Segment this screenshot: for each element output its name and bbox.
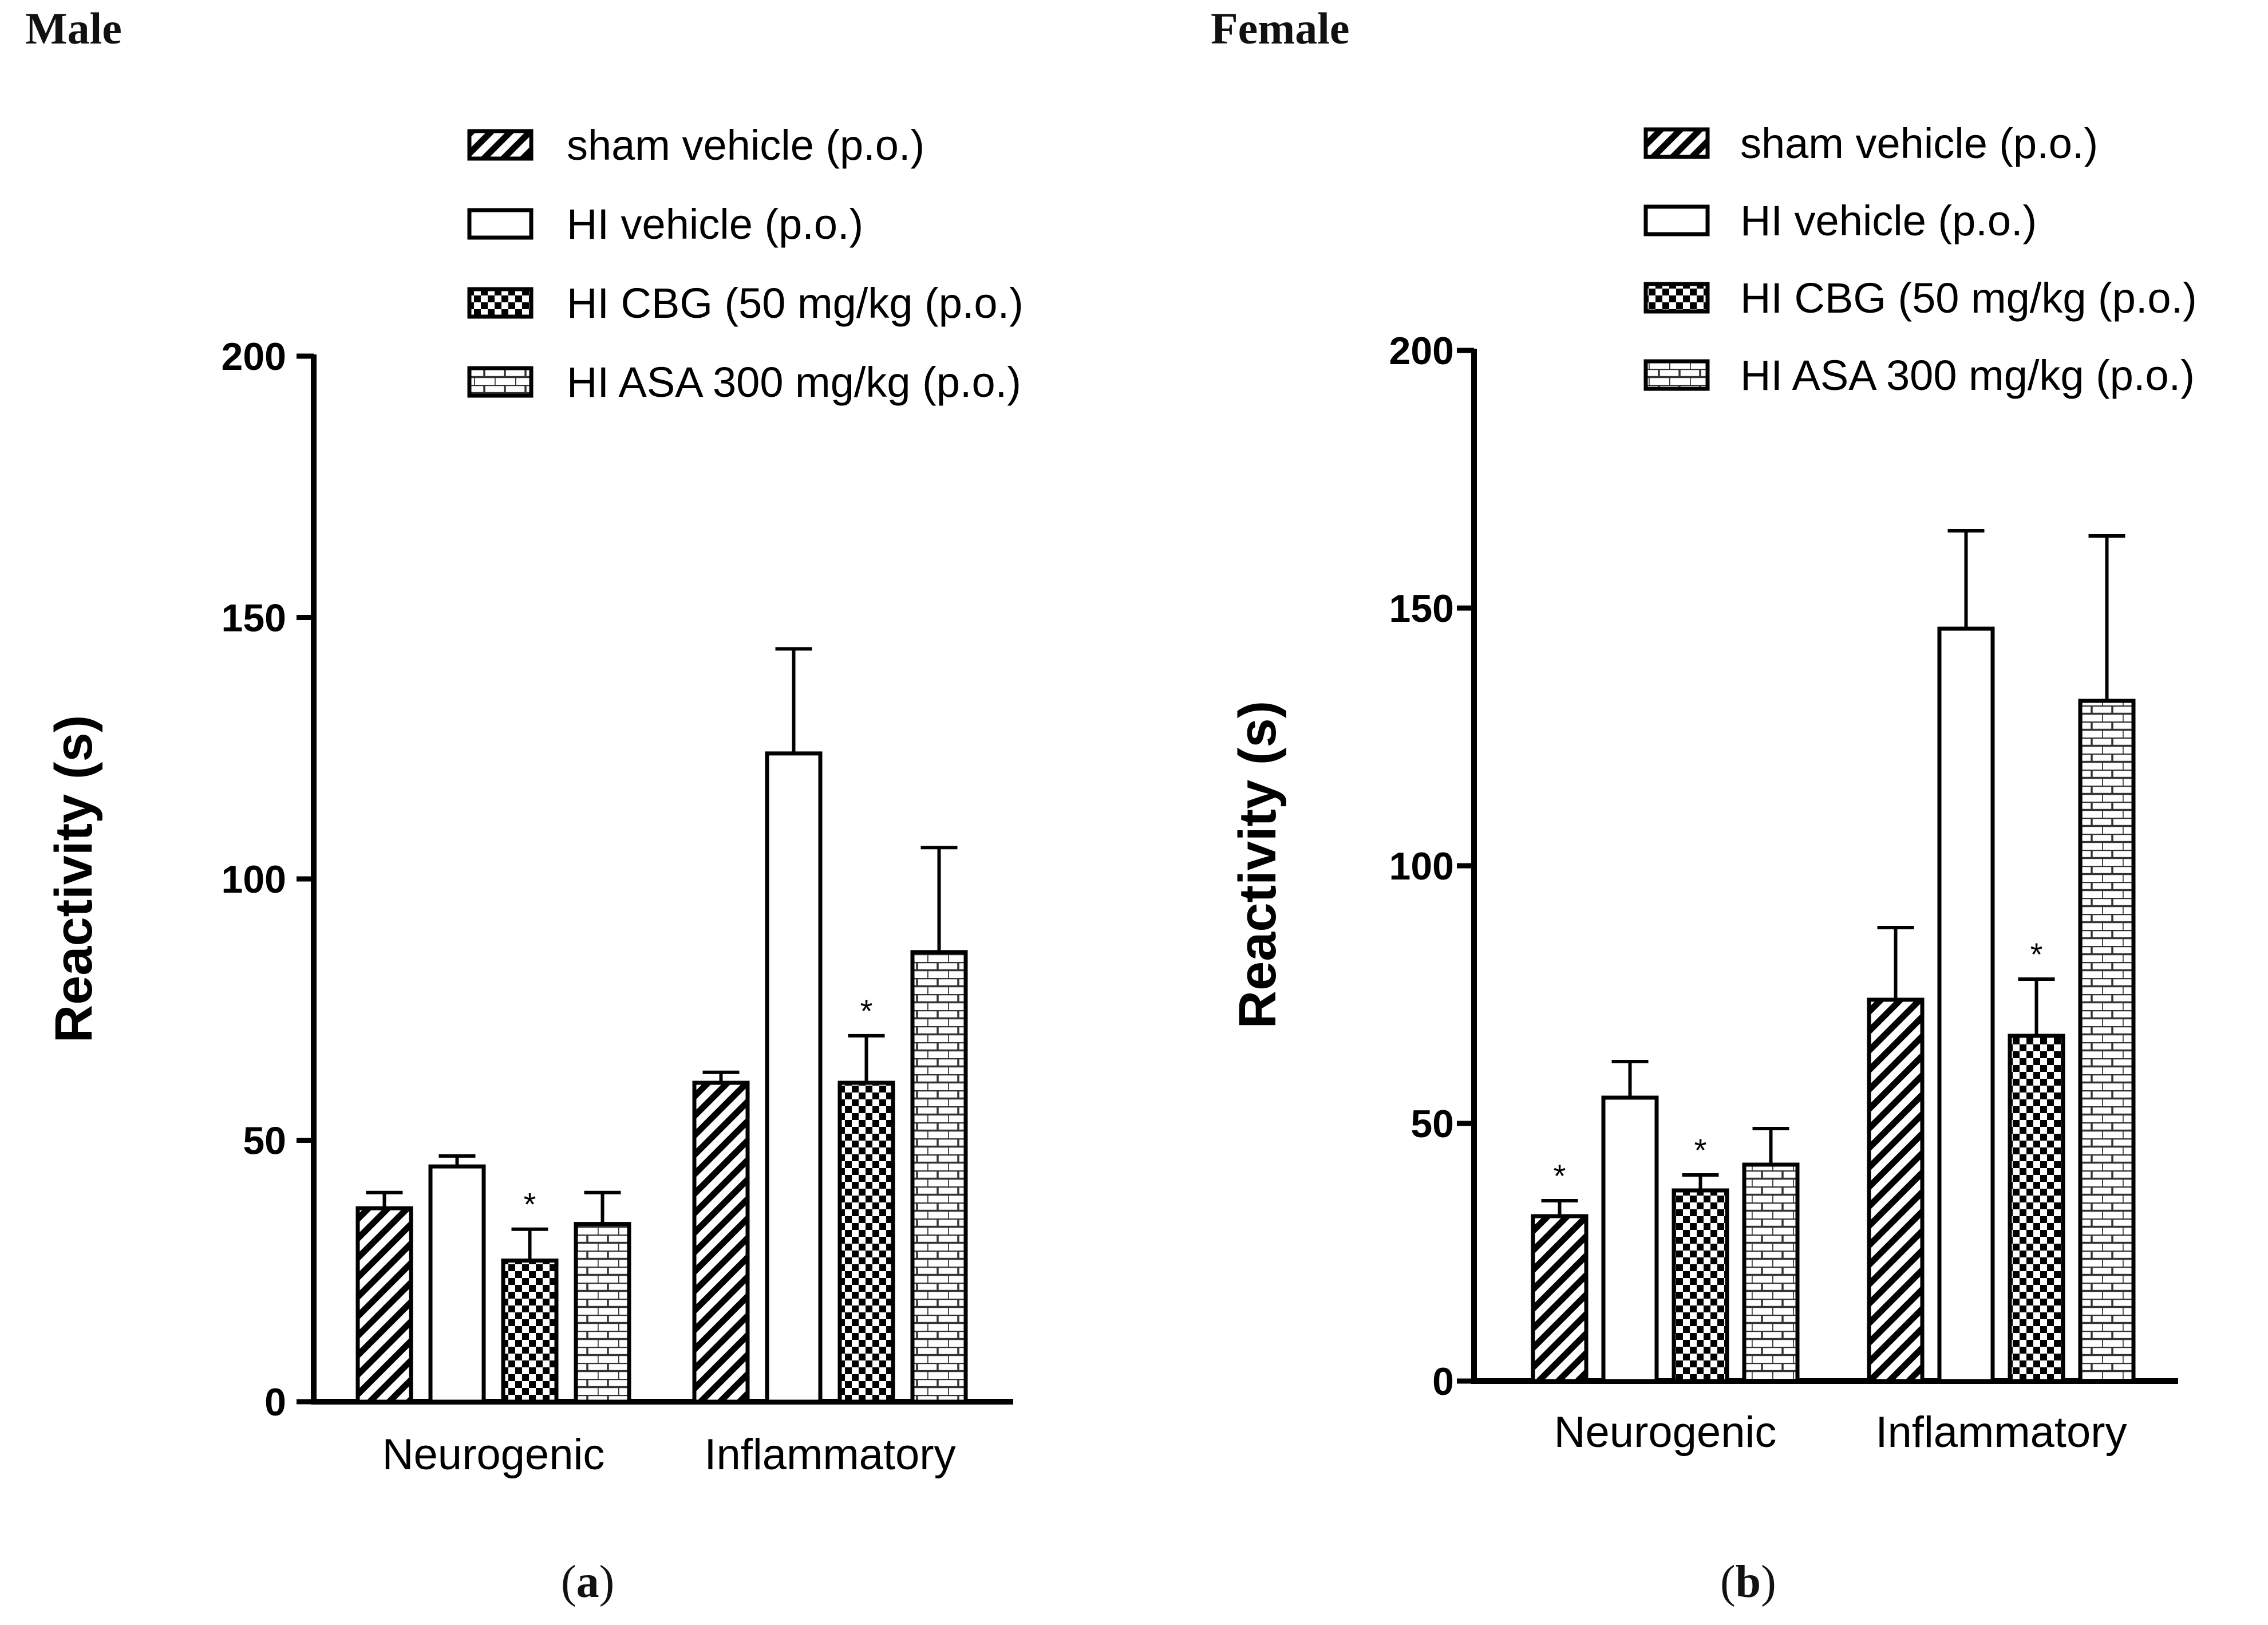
category-label: Neurogenic	[382, 1430, 605, 1479]
legend-swatch-diagonal-stripes	[1643, 127, 1710, 159]
bar-checkerboard-neurogenic	[1672, 1188, 1729, 1383]
y-tick-label: 150	[222, 597, 286, 640]
legend-swatch-brick	[1643, 359, 1710, 391]
legend-swatch-diagonal-stripes	[467, 129, 534, 161]
legend-swatch-brick	[467, 366, 534, 398]
y-axis-label: Reactivity (s)	[45, 715, 103, 1043]
bar-diagonal-stripes-inflammatory	[1867, 997, 1925, 1383]
bar-diagonal-stripes-neurogenic	[355, 1206, 413, 1404]
bar-open-inflammatory	[765, 751, 823, 1404]
y-tick-label: 100	[222, 858, 286, 901]
chart-female: 0 50 100 150 200 Reactivity (s) * * Neurogenic * I…	[1228, 120, 2197, 1457]
panel-title-male: Male	[25, 3, 122, 53]
bar-brick-inflammatory	[910, 950, 968, 1404]
significance-marker: *	[524, 1186, 536, 1222]
legend-label: HI ASA 300 mg/kg (p.o.)	[1740, 352, 2195, 399]
bar-brick-neurogenic	[574, 1222, 631, 1404]
bar-brick-neurogenic	[1742, 1162, 1800, 1383]
legend-swatch-checkerboard	[467, 287, 534, 319]
panel-caption-b: (b)	[1720, 1557, 1776, 1607]
legend-swatch-open	[467, 208, 534, 240]
legend-label: HI ASA 300 mg/kg (p.o.)	[567, 358, 1021, 406]
significance-marker: *	[1694, 1132, 1707, 1168]
y-tick-label: 200	[222, 335, 286, 378]
bar-checkerboard-inflammatory	[837, 1080, 895, 1404]
bar-diagonal-stripes-inflammatory	[692, 1080, 750, 1404]
legend-label: HI vehicle (p.o.)	[567, 200, 863, 248]
y-axis-label: Reactivity (s)	[1228, 701, 1287, 1029]
bar-open-inflammatory	[1937, 626, 1995, 1383]
bar-checkerboard-neurogenic	[501, 1258, 559, 1404]
category-label: Inflammatory	[1875, 1408, 2127, 1457]
y-tick-label: 0	[264, 1381, 286, 1424]
legend-swatch-open	[1643, 204, 1710, 236]
y-tick-label: 100	[1389, 845, 1454, 888]
significance-marker: *	[860, 993, 873, 1029]
legend-label: HI CBG (50 mg/kg (p.o.)	[1740, 274, 2197, 322]
bar-diagonal-stripes-neurogenic	[1531, 1214, 1589, 1383]
panel-title-female: Female	[1211, 3, 1350, 53]
y-tick-label: 50	[243, 1119, 286, 1163]
y-tick-label: 50	[1410, 1102, 1454, 1146]
category-label: Neurogenic	[1554, 1408, 1777, 1457]
legend-swatch-checkerboard	[1643, 282, 1710, 314]
category-label: Inflammatory	[704, 1430, 955, 1479]
bar-brick-inflammatory	[2078, 699, 2136, 1383]
legend-label: sham vehicle (p.o.)	[1740, 120, 2098, 167]
y-tick-label: 150	[1389, 587, 1454, 630]
chart-male: 0 50 100 150 200 Reactivity (s) * Neurogenic * In…	[45, 121, 1024, 1479]
legend-label: sham vehicle (p.o.)	[567, 121, 924, 169]
legend-label: HI vehicle (p.o.)	[1740, 197, 2037, 244]
significance-marker: *	[1554, 1158, 1566, 1194]
significance-marker: *	[2030, 936, 2043, 972]
legend-label: HI CBG (50 mg/kg (p.o.)	[567, 279, 1024, 327]
panel-caption-a: (a)	[561, 1557, 615, 1607]
y-tick-label: 0	[1432, 1360, 1454, 1403]
bar-open-neurogenic	[1601, 1095, 1659, 1383]
bar-open-neurogenic	[428, 1164, 486, 1404]
y-tick-label: 200	[1389, 329, 1454, 373]
bar-checkerboard-inflammatory	[2008, 1034, 2065, 1383]
